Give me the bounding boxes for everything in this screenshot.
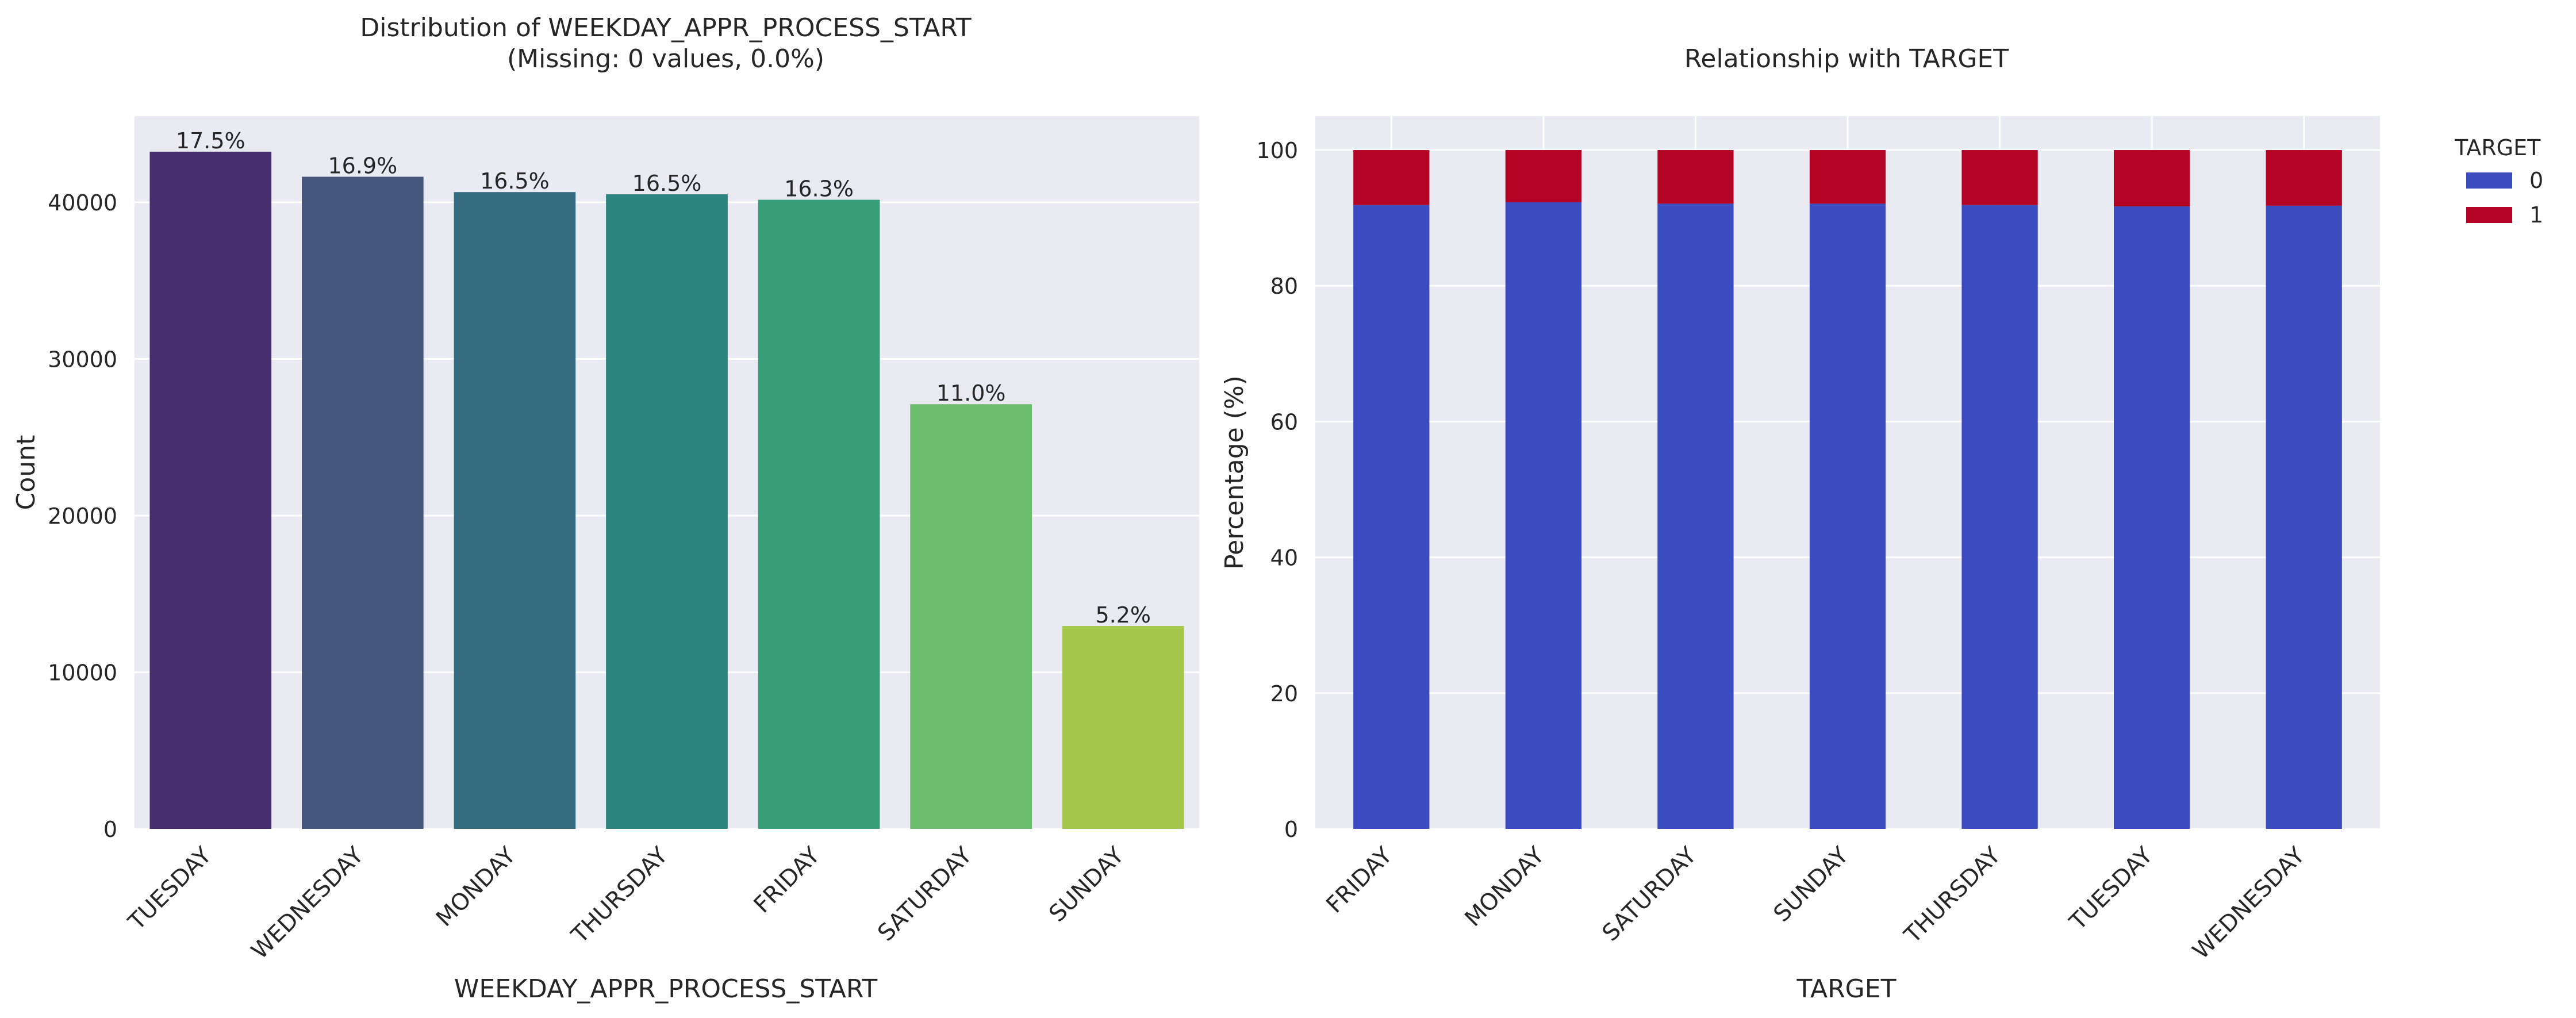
stacked-bar-saturday-target-1	[1657, 150, 1734, 204]
left-y-tick-label: 10000	[48, 660, 117, 685]
right-x-tick-monday: MONDAY	[1460, 842, 1549, 932]
right-bars	[1353, 150, 2342, 829]
legend-items: 01	[2466, 168, 2543, 228]
left-y-tick-labels: 0 10000 20000 30000 40000	[48, 190, 117, 842]
bar-label-saturday: 11.0%	[936, 381, 1006, 406]
left-x-tick-friday: FRIDAY	[749, 842, 826, 919]
bar-tuesday	[149, 151, 272, 829]
left-data-labels: 17.5% 16.9% 16.5% 16.5% 16.3% 11.0% 5.2%	[176, 128, 1151, 628]
right-y-tick-label: 0	[1284, 817, 1298, 842]
right-y-tick-label: 40	[1270, 546, 1298, 571]
right-y-tick-label: 60	[1270, 409, 1298, 435]
bar-sunday	[1062, 626, 1184, 829]
left-y-axis-label: Count	[11, 435, 41, 510]
bar-label-tuesday: 17.5%	[176, 128, 245, 153]
stacked-bar-sunday-target-1	[1809, 150, 1886, 204]
left-chart-title: Distribution of WEEKDAY_APPR_PROCESS_STA…	[360, 13, 971, 43]
stacked-bar-monday-target-0	[1505, 202, 1581, 829]
bar-label-thursday: 16.5%	[632, 171, 702, 196]
left-x-tick-thursday: THURSDAY	[566, 842, 673, 949]
bar-monday	[454, 192, 576, 829]
right-y-tick-label: 20	[1270, 681, 1298, 706]
stacked-bar-monday-target-1	[1505, 150, 1581, 202]
right-x-tick-saturday: SATURDAY	[1598, 842, 1702, 947]
legend-swatch-0	[2466, 172, 2512, 189]
bar-friday	[758, 199, 880, 829]
right-y-tick-label: 100	[1256, 138, 1298, 163]
bar-label-wednesday: 16.9%	[328, 153, 397, 178]
left-y-tick-label: 40000	[48, 190, 117, 216]
right-x-tick-labels: FRIDAY MONDAY SATURDAY SUNDAY THURSDAY TUESDA…	[1321, 842, 2310, 965]
left-x-tick-monday: MONDAY	[431, 842, 521, 932]
bar-saturday	[910, 404, 1032, 829]
right-x-tick-sunday: SUNDAY	[1769, 842, 1854, 927]
right-x-tick-wednesday: WEDNESDAY	[2187, 842, 2310, 965]
bar-thursday	[606, 194, 728, 829]
stacked-bar-saturday-target-0	[1657, 203, 1734, 829]
left-bars	[149, 151, 1184, 829]
stacked-bar-wednesday-target-1	[2266, 150, 2342, 206]
right-x-tick-friday: FRIDAY	[1321, 842, 1398, 919]
legend-label-0: 0	[2529, 168, 2543, 193]
right-x-axis-label: TARGET	[1796, 974, 1897, 1004]
bar-wednesday	[302, 176, 424, 829]
left-x-axis-label: WEEKDAY_APPR_PROCESS_START	[454, 974, 877, 1004]
left-x-tick-wednesday: WEDNESDAY	[247, 842, 369, 965]
legend: TARGET 01	[2454, 135, 2543, 228]
left-chart-subtitle: (Missing: 0 values, 0.0%)	[507, 44, 824, 74]
stacked-bar-sunday-target-0	[1809, 203, 1886, 829]
legend-swatch-1	[2466, 207, 2512, 223]
right-x-tick-tuesday: TUESDAY	[2064, 842, 2158, 936]
bar-label-friday: 16.3%	[784, 176, 854, 202]
left-x-tick-saturday: SATURDAY	[873, 842, 977, 947]
bar-label-sunday: 5.2%	[1095, 602, 1151, 628]
left-x-tick-tuesday: TUESDAY	[123, 842, 217, 936]
right-x-tick-thursday: THURSDAY	[1899, 842, 2006, 949]
legend-label-1: 1	[2529, 202, 2543, 228]
right-y-tick-label: 80	[1270, 274, 1298, 299]
legend-title: TARGET	[2454, 135, 2541, 160]
stacked-bar-friday-target-0	[1353, 205, 1430, 829]
stacked-bar-thursday-target-1	[1961, 150, 2038, 205]
stacked-bar-wednesday-target-0	[2266, 205, 2342, 829]
stacked-bar-tuesday-target-0	[2114, 206, 2190, 829]
right-chart: Relationship with TARGET 0 20 40 60 80 100 FR…	[1220, 44, 2380, 1004]
right-chart-title: Relationship with TARGET	[1684, 44, 2009, 74]
stacked-bar-tuesday-target-1	[2114, 150, 2190, 207]
right-y-tick-labels: 0 20 40 60 80 100	[1256, 138, 1298, 842]
left-y-tick-label: 0	[103, 817, 117, 842]
left-x-tick-labels: TUESDAY WEDNESDAY MONDAY THURSDAY FRIDAY SATU…	[123, 842, 1130, 965]
stacked-bar-thursday-target-0	[1961, 205, 2038, 829]
left-y-tick-label: 30000	[48, 347, 117, 372]
left-chart: Distribution of WEEKDAY_APPR_PROCESS_STA…	[11, 13, 1199, 1004]
left-y-tick-label: 20000	[48, 504, 117, 529]
stacked-bar-friday-target-1	[1353, 150, 1430, 205]
right-y-axis-label: Percentage (%)	[1220, 375, 1249, 570]
bar-label-monday: 16.5%	[480, 168, 550, 194]
left-x-tick-sunday: SUNDAY	[1044, 842, 1129, 927]
